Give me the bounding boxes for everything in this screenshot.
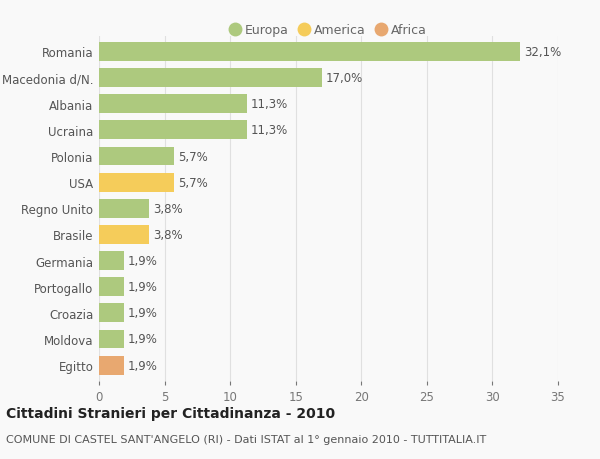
Text: 3,8%: 3,8% <box>153 229 182 241</box>
Text: 5,7%: 5,7% <box>178 176 208 189</box>
Text: COMUNE DI CASTEL SANT'ANGELO (RI) - Dati ISTAT al 1° gennaio 2010 - TUTTITALIA.I: COMUNE DI CASTEL SANT'ANGELO (RI) - Dati… <box>6 434 486 444</box>
Bar <box>99 147 174 166</box>
Text: 17,0%: 17,0% <box>326 72 363 85</box>
Text: 5,7%: 5,7% <box>178 150 208 163</box>
Text: 3,8%: 3,8% <box>153 202 182 215</box>
Bar <box>99 330 124 349</box>
Legend: Europa, America, Africa: Europa, America, Africa <box>230 24 427 37</box>
Bar <box>99 200 149 218</box>
Text: 11,3%: 11,3% <box>251 124 289 137</box>
Bar <box>99 252 124 270</box>
Bar <box>99 95 247 114</box>
Text: Cittadini Stranieri per Cittadinanza - 2010: Cittadini Stranieri per Cittadinanza - 2… <box>6 406 335 420</box>
Text: 1,9%: 1,9% <box>128 280 158 294</box>
Bar <box>99 69 322 88</box>
Text: 1,9%: 1,9% <box>128 255 158 268</box>
Text: 32,1%: 32,1% <box>524 46 561 59</box>
Bar <box>99 43 520 62</box>
Bar <box>99 174 174 192</box>
Bar <box>99 225 149 244</box>
Bar <box>99 304 124 323</box>
Text: 1,9%: 1,9% <box>128 359 158 372</box>
Text: 1,9%: 1,9% <box>128 333 158 346</box>
Bar <box>99 356 124 375</box>
Bar <box>99 278 124 297</box>
Bar <box>99 121 247 140</box>
Text: 1,9%: 1,9% <box>128 307 158 319</box>
Text: 11,3%: 11,3% <box>251 98 289 111</box>
